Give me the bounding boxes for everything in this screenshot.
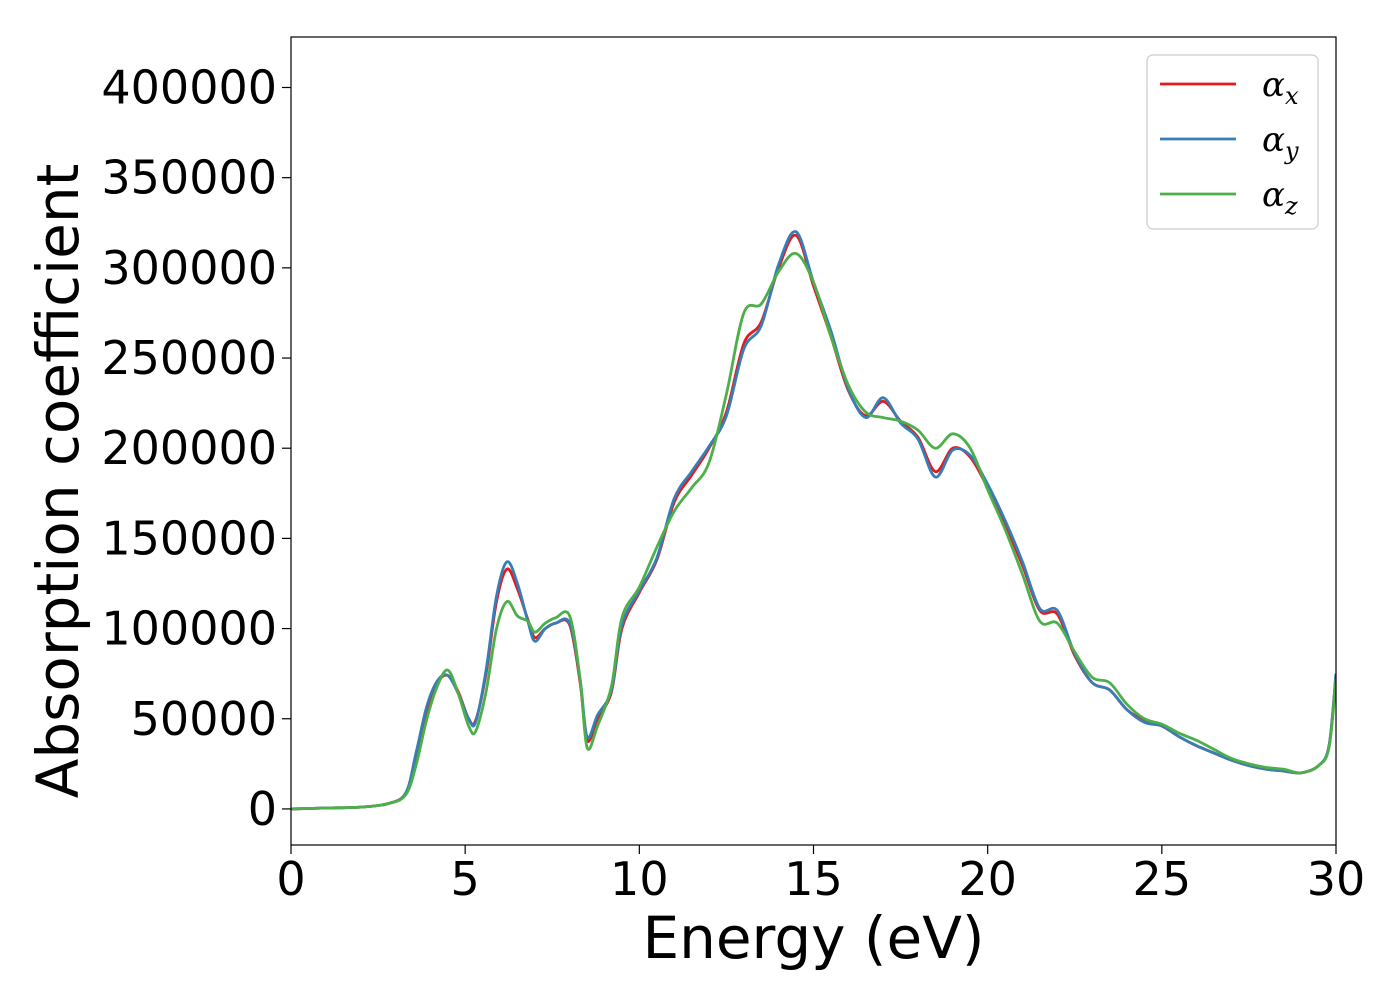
y-tick-label: 400000 (101, 61, 277, 115)
x-tick-label: 0 (276, 852, 305, 906)
y-tick-label: 0 (248, 782, 277, 836)
series-line-y (291, 230, 1336, 811)
x-tick-label: 10 (610, 852, 669, 906)
y-tick-label: 250000 (101, 331, 277, 385)
series-line-x (291, 233, 1336, 811)
legend-box (1146, 54, 1319, 230)
legend-label-y: αy (1262, 120, 1299, 165)
y-tick-label: 200000 (101, 421, 277, 475)
legend-label-z: αz (1262, 175, 1298, 220)
x-axis-title: Energy (eV) (642, 904, 984, 972)
y-tick-label: 100000 (101, 602, 277, 656)
x-axis-ticks: 0 5 10 15 20 25 30 (276, 845, 1365, 906)
x-tick-label: 25 (1133, 852, 1192, 906)
y-tick-label: 150000 (101, 511, 277, 565)
x-tick-label: 20 (958, 852, 1017, 906)
legend-label-x: αx (1262, 65, 1299, 110)
series-line-z (291, 251, 1336, 811)
x-tick-label: 30 (1307, 852, 1366, 906)
series-layer (291, 230, 1336, 811)
y-axis-ticks: 0 50000 100000 150000 200000 250000 300000 3500… (101, 61, 291, 836)
y-tick-label: 300000 (101, 241, 277, 295)
x-tick-label: 15 (784, 852, 843, 906)
y-tick-label: 50000 (131, 692, 277, 746)
y-tick-label: 350000 (101, 151, 277, 205)
x-tick-label: 5 (451, 852, 480, 906)
y-axis-title: Absorption coefficient (24, 164, 92, 799)
legend: αx αy αz (1146, 54, 1319, 230)
